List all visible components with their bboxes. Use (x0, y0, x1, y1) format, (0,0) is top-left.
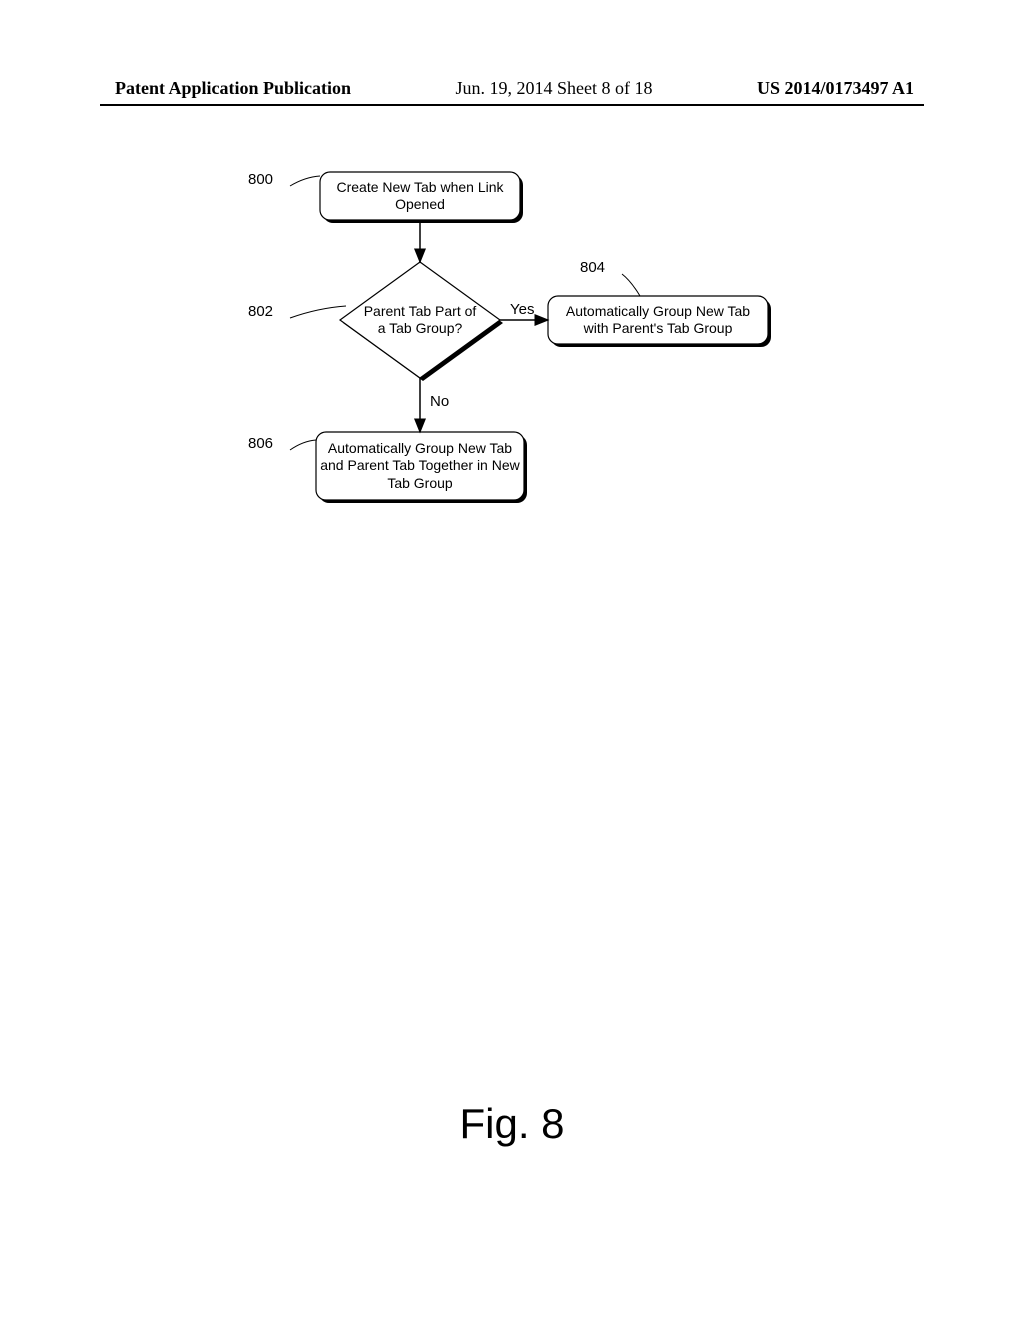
ref-800: 800 (248, 171, 273, 188)
ref-802: 802 (248, 303, 273, 320)
figure-caption: Fig. 8 (0, 1100, 1024, 1148)
ref-806: 806 (248, 435, 273, 452)
edge-label: No (430, 393, 449, 410)
node-yesbox: Automatically Group New Tab with Parent'… (548, 259, 771, 347)
node-decision: Parent Tab Part of a Tab Group?802 (248, 262, 503, 381)
ref-804: 804 (580, 259, 605, 276)
edge-label: Yes (510, 301, 534, 318)
node-nobox: Automatically Group New Tab and Parent T… (248, 432, 527, 503)
node-start: Create New Tab when Link Opened800 (248, 171, 523, 223)
